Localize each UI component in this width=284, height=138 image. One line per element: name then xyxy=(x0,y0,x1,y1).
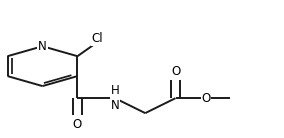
Text: O: O xyxy=(201,92,210,105)
Text: Cl: Cl xyxy=(92,32,103,45)
Text: O: O xyxy=(73,118,82,131)
Text: N: N xyxy=(38,40,47,53)
Text: H
N: H N xyxy=(110,84,119,112)
Text: O: O xyxy=(171,65,180,78)
